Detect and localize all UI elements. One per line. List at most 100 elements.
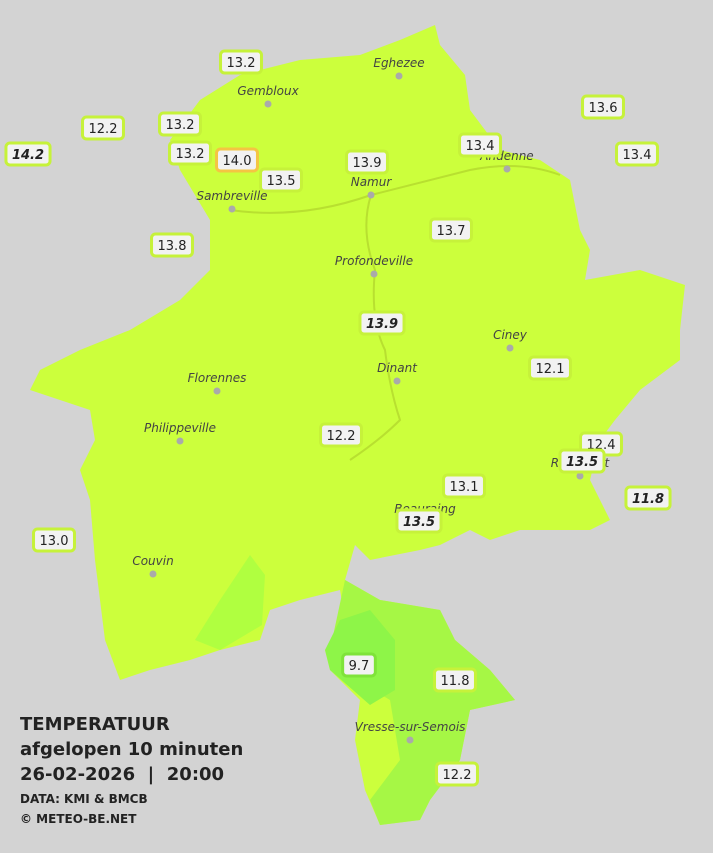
station-value: 13.9 (366, 317, 398, 332)
town-dot (228, 205, 236, 213)
town-label: Sambreville (196, 189, 267, 203)
town-dot (367, 191, 375, 199)
station-value: 11.8 (632, 492, 664, 507)
station: 13.5 (259, 167, 303, 193)
river (229, 165, 561, 461)
station: 13.2 (168, 140, 212, 166)
station-value: 13.2 (166, 118, 195, 133)
station-value: 12.1 (536, 362, 565, 377)
legend: TEMPERATUUR afgelopen 10 minuten 26-02-2… (20, 714, 243, 826)
legend-source: DATA: KMI & BMCB (20, 792, 148, 806)
station-value: 13.5 (566, 455, 598, 470)
station-box (624, 485, 672, 511)
station: 14.2 (4, 141, 52, 167)
town-label: Dinant (377, 361, 418, 375)
station-value: 13.8 (158, 239, 187, 254)
station: 12.1 (528, 355, 572, 381)
town-label: Namur (351, 175, 393, 189)
town-label: Couvin (132, 554, 173, 568)
station-value: 9.7 (349, 659, 370, 674)
station-value: 13.4 (466, 139, 495, 154)
station-value: 13.2 (176, 147, 205, 162)
town-dot (406, 736, 414, 744)
town-dot (264, 100, 272, 108)
station-box (358, 310, 406, 336)
town-dot (395, 72, 403, 80)
station-box (4, 141, 52, 167)
station: 12.2 (81, 115, 125, 141)
station: 13.4 (458, 132, 502, 158)
station: 13.4 (615, 141, 659, 167)
station-value: 13.5 (267, 174, 296, 189)
station-value: 14.0 (223, 154, 252, 169)
legend-title: TEMPERATUUR (20, 714, 170, 735)
town-label: Vresse-sur-Semois (355, 720, 466, 734)
station-box (435, 761, 479, 787)
station: 13.2 (219, 49, 263, 75)
station-box (458, 132, 502, 158)
station-value: 13.6 (589, 101, 618, 116)
town-dot (176, 437, 184, 445)
town-label: Profondeville (335, 254, 413, 268)
station: 12.2 (435, 761, 479, 787)
town-label: Gembloux (237, 84, 299, 98)
station: 13.9 (358, 310, 406, 336)
station-value: 13.2 (227, 56, 256, 71)
station: 13.8 (150, 232, 194, 258)
town-dot (503, 165, 511, 173)
station-value: 13.1 (450, 480, 479, 495)
station-box (215, 147, 259, 173)
station: 13.5 (395, 508, 443, 534)
station-box (158, 111, 202, 137)
station-box (433, 667, 477, 693)
station-box (528, 355, 572, 381)
town-dot (370, 270, 378, 278)
town-dot (149, 570, 157, 578)
station-box (395, 508, 443, 534)
station: 13.1 (442, 473, 486, 499)
station-value: 14.2 (12, 148, 44, 163)
station-box (558, 448, 606, 474)
station-box (442, 473, 486, 499)
station-box (615, 141, 659, 167)
station-value: 13.9 (353, 156, 382, 171)
station-box (319, 422, 363, 448)
station-box (32, 527, 76, 553)
station-value: 13.7 (437, 224, 466, 239)
station: 13.2 (158, 111, 202, 137)
stations: 13.2 12.2 13.2 14.2 13.2 14.0 13.5 13.9 13.4 13.6… (4, 49, 672, 787)
town-dot (506, 344, 514, 352)
station-value: 11.8 (441, 674, 470, 689)
station-box (429, 217, 473, 243)
town-label: Philippeville (144, 421, 216, 435)
station: 13.7 (429, 217, 473, 243)
station: 11.8 (624, 485, 672, 511)
station-box (581, 94, 625, 120)
station-value: 13.5 (403, 515, 435, 530)
station-value: 12.2 (89, 122, 118, 137)
station: 14.0 (215, 147, 259, 173)
town-dot (393, 377, 401, 385)
station-value: 13.0 (40, 534, 69, 549)
station-box (168, 140, 212, 166)
town-label: Ciney (493, 328, 528, 342)
station: 11.8 (433, 667, 477, 693)
warm-zone (195, 555, 265, 650)
town-label: Florennes (188, 371, 247, 385)
legend-datetime: 26-02-2026 | 20:00 (20, 764, 224, 785)
station-value: 12.2 (327, 429, 356, 444)
station-box (341, 652, 377, 678)
station-value: 13.4 (623, 148, 652, 163)
town-dot (576, 472, 584, 480)
station-box (219, 49, 263, 75)
town-label: Eghezee (373, 56, 424, 70)
station-box (345, 149, 389, 175)
station-box (81, 115, 125, 141)
station-value: 12.2 (443, 768, 472, 783)
station-box (150, 232, 194, 258)
station: 9.7 (341, 652, 377, 678)
station: 13.0 (32, 527, 76, 553)
legend-subtitle: afgelopen 10 minuten (20, 739, 243, 760)
